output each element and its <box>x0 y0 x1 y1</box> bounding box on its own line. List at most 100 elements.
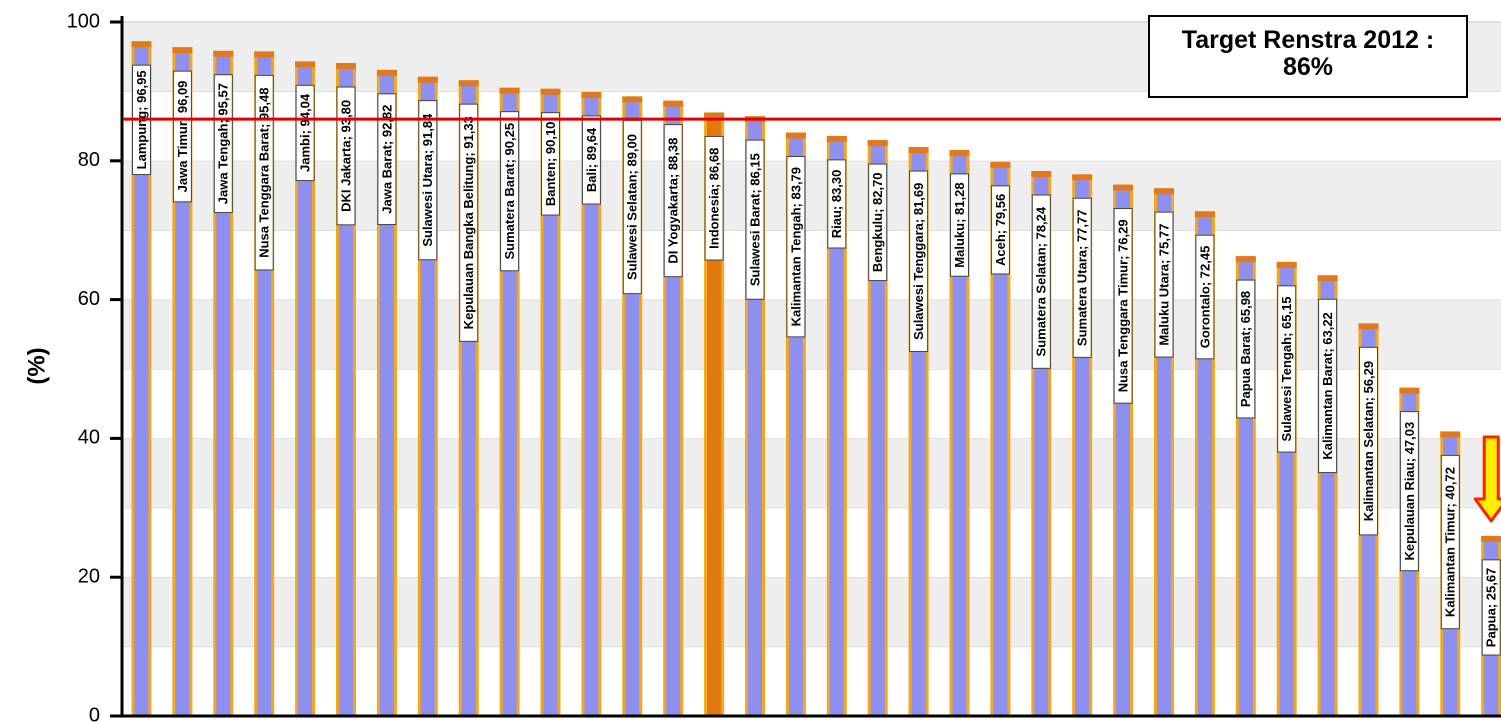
data-label: Sulawesi Barat; 86,15 <box>745 139 765 300</box>
data-label: Papua; 25,67 <box>1481 559 1501 656</box>
bar-cap <box>622 96 643 103</box>
bar-cap <box>336 63 356 70</box>
data-label-box <box>663 124 683 278</box>
data-label-box <box>172 70 192 203</box>
bar-cap <box>1276 261 1297 268</box>
data-label-box <box>1154 211 1174 358</box>
data-label-text: Kalimantan Barat; 63,22 <box>1320 312 1335 459</box>
data-label-box <box>909 170 929 352</box>
data-label-box <box>990 185 1010 275</box>
bar-cap <box>1072 174 1093 181</box>
y-tick-label: 80 <box>78 149 100 171</box>
bar-cap <box>1113 184 1134 191</box>
data-label-box <box>1072 197 1092 358</box>
data-label: Jambi; 94,04 <box>295 84 315 182</box>
data-label-text: Jawa Tengah; 95,57 <box>216 83 231 204</box>
data-label-text: DI Yogyakarta; 88,38 <box>666 138 681 264</box>
data-label-box <box>336 86 356 226</box>
data-label-text: Papua; 25,67 <box>1484 568 1499 648</box>
data-label-text: Nusa Tenggara Barat; 95,48 <box>257 88 272 258</box>
bar-cap <box>458 80 479 87</box>
data-label-text: Indonesia; 86,68 <box>707 148 722 249</box>
data-label-box <box>1481 559 1501 656</box>
data-label: DKI Jakarta; 93,80 <box>336 86 356 226</box>
data-label: Papua Barat; 65,98 <box>1236 279 1256 419</box>
data-label: Bali; 89,64 <box>581 115 601 205</box>
bar-cap <box>1235 256 1256 263</box>
grid-band <box>123 91 1501 161</box>
data-label: Sulawesi Utara; 91,84 <box>418 100 438 261</box>
bar-cap <box>131 41 152 48</box>
data-label: Aceh; 79,56 <box>990 185 1010 275</box>
bar-cap <box>1031 171 1052 178</box>
data-label-text: Bengkulu; 82,70 <box>870 172 885 272</box>
y-tick-label: 20 <box>78 565 100 587</box>
data-label-box <box>541 112 560 216</box>
down-arrow-icon <box>1473 435 1501 523</box>
data-label-box <box>377 93 397 226</box>
data-label-box <box>500 111 520 272</box>
bar-cap <box>213 50 234 57</box>
data-label: Kalimantan Tengah; 83,79 <box>786 155 806 338</box>
data-label-text: Gorontalo; 72,45 <box>1197 246 1212 349</box>
data-label: DI Yogyakarta; 88,38 <box>663 124 683 278</box>
data-label-text: Riau; 83,30 <box>829 170 844 239</box>
data-label: Kepulauan Riau; 47,03 <box>1399 411 1419 572</box>
data-label-text: Aceh; 79,56 <box>993 194 1008 266</box>
bar-cap <box>1317 275 1338 282</box>
y-tick-label: 40 <box>78 427 100 449</box>
bar-cap <box>704 112 725 119</box>
data-label-box <box>950 173 969 277</box>
data-label-text: Sulawesi Tengah; 65,15 <box>1279 296 1294 441</box>
data-label: Maluku Utara; 75,77 <box>1154 211 1174 358</box>
data-label-box <box>1031 194 1051 369</box>
bar-cap <box>1358 323 1379 330</box>
data-label-box <box>1113 208 1133 404</box>
bar-cap <box>826 135 847 142</box>
data-label-text: Kalimantan Tengah; 83,79 <box>788 167 803 326</box>
target-value: 86% <box>1282 53 1334 81</box>
data-label-text: Kepulauan Riau; 47,03 <box>1402 422 1417 561</box>
data-label: Kalimantan Barat; 63,22 <box>1318 298 1338 474</box>
data-label-box <box>827 159 847 249</box>
data-label: Bengkulu; 82,70 <box>868 163 888 282</box>
target-title: Target Renstra 2012 : <box>1181 26 1435 54</box>
data-label: Banten; 90,10 <box>541 112 560 216</box>
data-label-text: Sulawesi Barat; 86,15 <box>747 153 762 286</box>
data-label-text: Maluku; 81,28 <box>952 182 967 267</box>
data-label-box <box>745 139 765 300</box>
data-label-text: Kalimantan Selatan; 56,29 <box>1361 361 1376 521</box>
bar-cap <box>908 147 929 154</box>
data-label-text: Kepulauan Bangka Belitung; 91,33 <box>461 116 476 329</box>
data-label-box <box>868 163 888 282</box>
grid-band <box>123 160 1501 231</box>
bar-cap <box>990 161 1011 168</box>
data-label-text: Jambi; 94,04 <box>298 93 313 172</box>
data-label-box <box>1440 454 1460 630</box>
data-label: Indonesia; 86,68 <box>704 135 724 261</box>
data-label-box <box>418 100 438 261</box>
data-label: Sumatera Selatan; 78,24 <box>1031 194 1051 369</box>
bar-cap <box>663 100 684 107</box>
y-tick-label: 60 <box>78 288 100 310</box>
data-label-text: Banten; 90,10 <box>543 122 558 207</box>
data-label-box <box>459 103 479 342</box>
data-label: Sumatera Utara; 77,77 <box>1072 197 1092 358</box>
data-label: Jawa Tengah; 95,57 <box>213 74 233 214</box>
data-label-text: Nusa Tenggara Timur; 76,29 <box>1116 219 1131 392</box>
bar-cap <box>785 132 806 139</box>
data-label-text: Bali; 89,64 <box>584 127 599 192</box>
bar-cap <box>376 69 397 76</box>
data-label-box <box>704 135 724 261</box>
data-label-box <box>295 84 315 182</box>
data-label-box <box>1277 285 1297 453</box>
bar-cap <box>172 47 193 54</box>
y-ticks-group: 0 20 40 60 80 100 <box>67 10 122 722</box>
bar-cap <box>867 140 888 147</box>
data-label-box <box>1195 234 1215 360</box>
bar-cap <box>499 87 520 94</box>
bar-cap <box>295 61 316 68</box>
data-label-box <box>786 155 806 338</box>
data-label: Jawa Timur; 96,09 <box>172 70 192 203</box>
